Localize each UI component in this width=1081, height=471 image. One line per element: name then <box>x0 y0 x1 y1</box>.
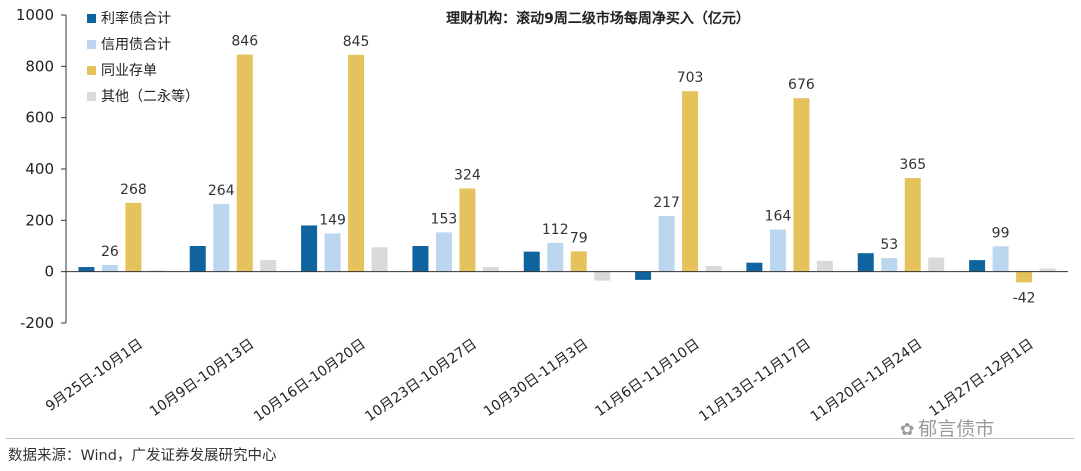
bar-利率债合计 <box>78 267 95 272</box>
bar-信用债合计 <box>658 215 675 272</box>
bar-其他（二永等） <box>705 266 722 272</box>
data-label: 365 <box>899 157 926 173</box>
data-label: -42 <box>1013 290 1036 306</box>
x-tick-label: 10月23日-10月27日 <box>362 336 480 425</box>
bar-信用债合计 <box>213 203 230 272</box>
y-tick-label: 600 <box>25 109 54 127</box>
bar-其他（二永等） <box>594 271 611 281</box>
y-tick-label: 800 <box>25 57 54 75</box>
legend-swatch <box>87 40 96 49</box>
bar-同业存单 <box>682 91 699 272</box>
y-axis: -200 0 200 400 600 800 1000 <box>16 6 67 332</box>
data-label: 676 <box>788 77 815 93</box>
bar-信用债合计 <box>547 242 564 272</box>
legend-swatch <box>87 92 96 101</box>
watermark-text: 郁言债市 <box>918 418 995 440</box>
bar-同业存单 <box>459 188 476 272</box>
x-tick-label: 11月20日-11月24日 <box>808 336 926 425</box>
x-tick-label: 11月6日-11月10日 <box>592 336 702 420</box>
legend-label: 利率债合计 <box>101 10 171 27</box>
y-tick-label: 0 <box>44 263 54 281</box>
bar-信用债合计 <box>769 229 786 272</box>
bar-利率债合计 <box>412 246 429 272</box>
bar-其他（二永等） <box>371 247 388 272</box>
data-label: 217 <box>653 195 680 211</box>
legend-label: 信用债合计 <box>101 37 171 53</box>
bar-信用债合计 <box>101 264 118 272</box>
legend-label: 其他（二永等） <box>101 88 199 105</box>
legend-swatch <box>87 66 96 75</box>
source-divider <box>6 438 1074 439</box>
data-label: 264 <box>208 183 235 199</box>
x-tick-label: 10月9日-10月13日 <box>147 336 257 420</box>
legend-swatch <box>87 14 96 23</box>
wechat-icon: ✿ <box>900 420 915 440</box>
bar-信用债合计 <box>435 232 452 272</box>
legend-label: 同业存单 <box>101 63 157 79</box>
bar-信用债合计 <box>324 233 341 272</box>
data-label: 53 <box>880 237 898 253</box>
data-label: 846 <box>231 34 258 50</box>
data-label: 26 <box>101 244 119 260</box>
data-label: 153 <box>431 211 458 227</box>
watermark: ✿ 郁言债市 <box>900 414 994 441</box>
data-label: 149 <box>319 212 346 228</box>
bar-信用债合计 <box>881 258 898 272</box>
bar-利率债合计 <box>189 246 206 272</box>
x-tick-label: 11月13日-11月17日 <box>696 336 814 425</box>
bar-利率债合计 <box>635 271 652 280</box>
bar-同业存单 <box>904 177 921 272</box>
bar-其他（二永等） <box>816 260 833 272</box>
bar-同业存单 <box>236 54 253 272</box>
bar-其他（二永等） <box>260 260 277 272</box>
bar-利率债合计 <box>523 251 540 272</box>
bars <box>78 54 1056 283</box>
x-axis: 9月25日-10月1日 10月9日-10月13日10月16日-10月20日10月2… <box>43 271 1068 425</box>
chart-title: 理财机构：滚动9周二级市场每周净买入（亿元） <box>446 10 750 27</box>
data-label: 112 <box>542 222 569 238</box>
data-label: 845 <box>343 34 370 50</box>
bar-同业存单 <box>125 202 142 272</box>
bar-信用债合计 <box>992 246 1009 272</box>
bar-利率债合计 <box>969 260 986 272</box>
y-tick-label: 400 <box>25 160 54 178</box>
y-tick-label: 1000 <box>16 6 54 24</box>
bar-同业存单 <box>570 251 587 272</box>
bar-利率债合计 <box>301 225 318 272</box>
data-label: 324 <box>454 168 481 184</box>
bar-其他（二永等） <box>1039 268 1056 272</box>
bar-利率债合计 <box>746 262 763 272</box>
source-note: 数据来源：Wind，广发证券发展研究中心 <box>8 448 277 464</box>
data-label: 703 <box>677 70 704 86</box>
x-tick-label: 10月16日-10月20日 <box>251 336 369 425</box>
bar-同业存单 <box>793 98 810 272</box>
y-tick-label: -200 <box>20 314 54 332</box>
bar-利率债合计 <box>857 253 874 272</box>
bar-其他（二永等） <box>482 267 499 272</box>
bar-其他（二永等） <box>928 257 945 272</box>
x-tick-label: 9月25日-10月1日 <box>43 336 146 415</box>
data-label: 268 <box>120 182 147 198</box>
bar-其他（二永等） <box>148 270 165 272</box>
data-label: 164 <box>765 209 792 225</box>
bar-同业存单 <box>1016 271 1033 283</box>
data-label: 79 <box>570 230 588 246</box>
x-tick-label: 10月30日-11月3日 <box>481 336 591 420</box>
x-tick-label: 11月27日-12月1日 <box>926 336 1036 420</box>
data-label: 99 <box>992 225 1010 241</box>
y-tick-label: 200 <box>25 211 54 229</box>
bar-同业存单 <box>348 54 365 272</box>
